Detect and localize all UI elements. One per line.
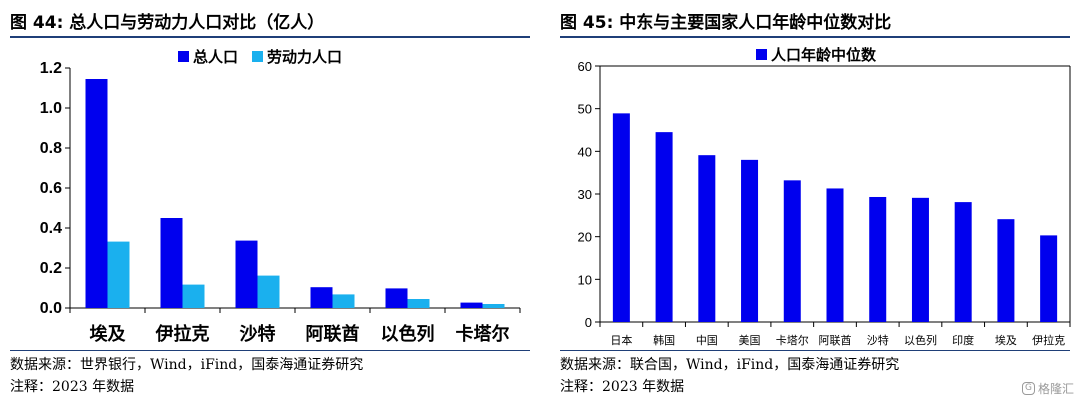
- x-tick-label: 沙特: [867, 333, 889, 347]
- y-tick-label: 10: [578, 272, 592, 287]
- y-tick-label: 0.8: [40, 140, 62, 157]
- footer-rule: [10, 350, 530, 351]
- y-tick-label: 60: [578, 59, 592, 74]
- footer-rule: [560, 350, 1070, 351]
- x-tick-label: 卡塔尔: [456, 323, 510, 345]
- bar: [460, 302, 483, 308]
- watermark-text: 格隆汇: [1037, 382, 1074, 396]
- figure-title: 图 44: 总人口与劳动力人口对比（亿人）: [10, 13, 325, 33]
- bar: [997, 219, 1015, 322]
- bar: [741, 159, 759, 322]
- data-note: 注释：2023 年数据: [560, 379, 685, 395]
- population-comparison-chart: 0.0 0.2 0.4 0.6 0.8 1.0 1.2 埃及 伊拉克 沙特 阿联酋 以色列 卡塔尔 总人口…: [40, 48, 521, 345]
- x-tick-label: 韩国: [653, 333, 675, 347]
- x-tick-label: 埃及: [995, 333, 1017, 347]
- legend-swatch: [178, 51, 189, 62]
- legend-swatch: [756, 49, 767, 60]
- x-tick-label: 日本: [610, 333, 632, 347]
- legend-label: 劳动力人口: [267, 48, 342, 66]
- figure-title: 图 45: 中东与主要国家人口年龄中位数对比: [560, 13, 892, 33]
- y-tick-label: 0.2: [40, 260, 62, 277]
- bar: [783, 180, 801, 322]
- bar: [826, 188, 844, 322]
- y-tick-label: 0.6: [40, 180, 62, 197]
- bar: [235, 240, 258, 308]
- x-tick-label: 中国: [696, 334, 718, 347]
- bar: [160, 218, 183, 308]
- data-note: 注释：2023 年数据: [10, 379, 135, 395]
- x-tick-label: 阿联酋: [306, 323, 360, 345]
- bar: [698, 155, 716, 322]
- x-tick-label: 美国: [739, 334, 761, 347]
- y-tick-label: 20: [578, 230, 592, 245]
- watermark: G 格隆汇: [1021, 380, 1074, 397]
- title-rule: [10, 36, 530, 38]
- x-tick-label: 以色列: [904, 333, 937, 347]
- bar: [332, 294, 355, 308]
- y-tick-label: 1.2: [40, 60, 62, 77]
- bar: [869, 196, 887, 322]
- x-tick-label: 印度: [952, 333, 974, 347]
- bar: [107, 241, 130, 308]
- bar: [954, 202, 972, 322]
- y-tick-label: 30: [578, 187, 592, 202]
- x-tick-label: 阿联酋: [819, 333, 852, 347]
- bar: [1040, 235, 1058, 322]
- y-tick-label: 0.4: [40, 220, 62, 237]
- bar: [182, 284, 205, 308]
- data-source: 数据来源：世界银行，Wind，iFind，国泰海通证券研究: [10, 357, 364, 373]
- y-tick-label: 0.0: [40, 300, 62, 317]
- x-tick-label: 沙特: [240, 323, 276, 345]
- bar: [257, 275, 280, 308]
- legend-swatch: [252, 51, 263, 62]
- title-rule: [560, 36, 1070, 38]
- x-tick-label: 卡塔尔: [776, 334, 809, 347]
- bar: [911, 197, 929, 322]
- chart-panel-left: 图 44: 总人口与劳动力人口对比（亿人） 0.0 0.2 0.4 0.6 0.8 1.0…: [10, 13, 530, 395]
- y-tick-label: 1.0: [40, 100, 62, 117]
- legend-label: 人口年龄中位数: [771, 46, 877, 64]
- bar: [310, 287, 333, 308]
- x-tick-label: 伊拉克: [155, 323, 210, 345]
- y-tick-label: 0: [585, 315, 592, 330]
- logo-icon: G: [1021, 382, 1035, 395]
- median-age-chart: 0 10 20 30 40 50 60 日本 韩国 中国 美国 卡塔尔 阿联酋 沙特 以色列 印度 埃及 伊拉克 人…: [578, 46, 1071, 347]
- x-tick-label: 伊拉克: [1032, 333, 1065, 347]
- chart-panel-right: 图 45: 中东与主要国家人口年龄中位数对比 0 10 20 30 40 50 60 日本 韩国…: [550, 0, 1080, 403]
- bar: [385, 288, 408, 308]
- bar: [85, 79, 108, 308]
- bar: [655, 132, 673, 322]
- x-tick-label: 埃及: [90, 323, 127, 345]
- legend-label: 总人口: [193, 48, 238, 66]
- bar: [612, 113, 630, 322]
- data-source: 数据来源：联合国，Wind，iFind，国泰海通证券研究: [560, 357, 900, 373]
- x-tick-label: 以色列: [381, 323, 435, 345]
- y-tick-label: 40: [578, 144, 592, 159]
- bar: [407, 299, 430, 308]
- bar: [482, 304, 505, 308]
- y-tick-label: 50: [578, 102, 592, 117]
